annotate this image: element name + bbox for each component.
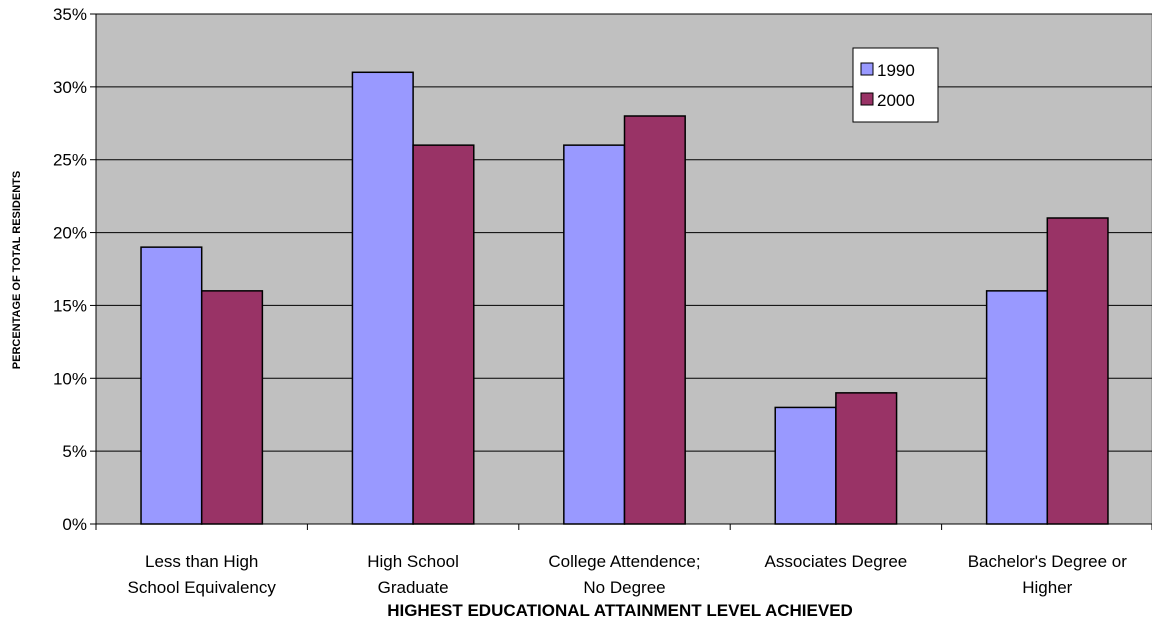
y-tick-label: 20% xyxy=(53,224,87,243)
category-label: Associates Degree xyxy=(765,552,908,571)
category-label: High School xyxy=(367,552,459,571)
category-label: Graduate xyxy=(378,578,449,597)
category-label: Less than High xyxy=(145,552,258,571)
category-label: Higher xyxy=(1022,578,1072,597)
bar-2000 xyxy=(412,144,475,525)
y-tick-label: 0% xyxy=(62,515,87,534)
bar-1990 xyxy=(563,144,626,525)
bar-2000 xyxy=(200,290,264,525)
category-label: No Degree xyxy=(583,578,665,597)
legend-label-2000: 2000 xyxy=(877,91,915,110)
y-tick-label: 25% xyxy=(53,151,87,170)
bar-1990 xyxy=(774,406,837,525)
legend-label-1990: 1990 xyxy=(877,61,915,80)
y-tick-label: 30% xyxy=(53,78,87,97)
y-tick-label: 15% xyxy=(53,296,87,315)
bar-2000 xyxy=(1046,217,1109,525)
y-tick-label: 5% xyxy=(62,442,87,461)
y-tick-label: 35% xyxy=(53,5,87,24)
bar-1990 xyxy=(140,246,203,525)
bar-2000 xyxy=(835,392,898,525)
bar-2000 xyxy=(623,115,686,525)
bar-1990 xyxy=(985,290,1049,525)
y-tick-label: 10% xyxy=(53,369,87,388)
category-label: College Attendence; xyxy=(548,552,700,571)
y-axis-title: PERCENTAGE OF TOTAL RESIDENTS xyxy=(11,171,23,369)
category-label: School Equivalency xyxy=(128,578,277,597)
bar-1990 xyxy=(351,71,414,525)
category-label: Bachelor's Degree or xyxy=(968,552,1127,571)
legend: 1990 2000 xyxy=(852,47,939,123)
x-axis-title: HIGHEST EDUCATIONAL ATTAINMENT LEVEL ACH… xyxy=(387,601,853,620)
legend-swatch-1990 xyxy=(860,62,874,76)
legend-box xyxy=(852,47,939,123)
legend-swatch-2000 xyxy=(860,92,874,106)
